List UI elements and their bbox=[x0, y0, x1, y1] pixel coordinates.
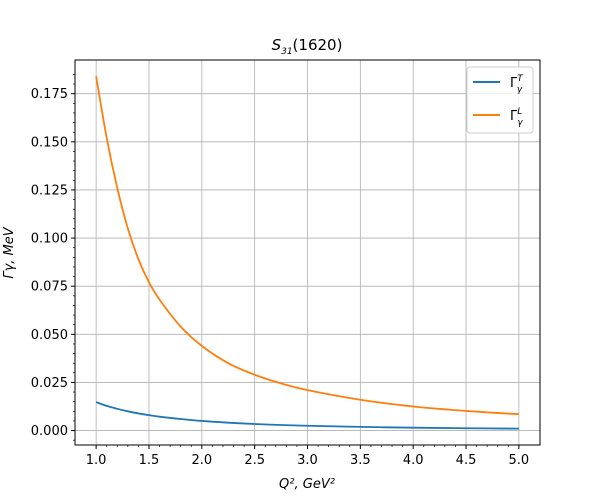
y-tick-label: 0.050 bbox=[31, 328, 68, 343]
legend: ΓT γ ΓL γ bbox=[466, 66, 534, 134]
legend-label-transverse: ΓT γ bbox=[510, 74, 524, 95]
x-tick-label: 4.5 bbox=[456, 453, 477, 468]
series-layer bbox=[95, 76, 519, 430]
series-line-longitudinal bbox=[95, 76, 519, 416]
x-tick-label: 4.0 bbox=[403, 453, 424, 468]
x-tick-label: 1.5 bbox=[139, 453, 160, 468]
y-tick-label: 0.000 bbox=[31, 424, 68, 439]
y-tick-label: 0.175 bbox=[31, 87, 68, 102]
y-tick-label: 0.125 bbox=[31, 183, 68, 198]
y-tick-label: 0.100 bbox=[31, 232, 68, 247]
x-tick-label: 3.0 bbox=[297, 453, 318, 468]
x-tick-label: 2.0 bbox=[191, 453, 212, 468]
x-axis-label: Q², GeV² bbox=[279, 477, 335, 492]
y-tick-label: 0.075 bbox=[31, 280, 68, 295]
series-line-transverse bbox=[95, 401, 519, 430]
legend-box bbox=[466, 66, 534, 134]
x-tick-label: 2.5 bbox=[244, 453, 265, 468]
chart-title: S31(1620) bbox=[272, 36, 343, 57]
x-tick-label: 3.5 bbox=[350, 453, 371, 468]
x-tick-label: 1.0 bbox=[86, 453, 107, 468]
ticks: 1.0 1.5 2.0 2.5 3.0 3.5 4.0 4.5 5.0 0.000 0.025 0.0… bbox=[31, 74, 529, 468]
legend-label-longitudinal: ΓL γ bbox=[510, 107, 523, 128]
y-tick-label: 0.025 bbox=[31, 376, 68, 391]
y-tick-label: 0.150 bbox=[31, 135, 68, 150]
x-tick-label: 5.0 bbox=[509, 453, 530, 468]
y-axis-label: Γγ, MeV bbox=[2, 226, 17, 278]
